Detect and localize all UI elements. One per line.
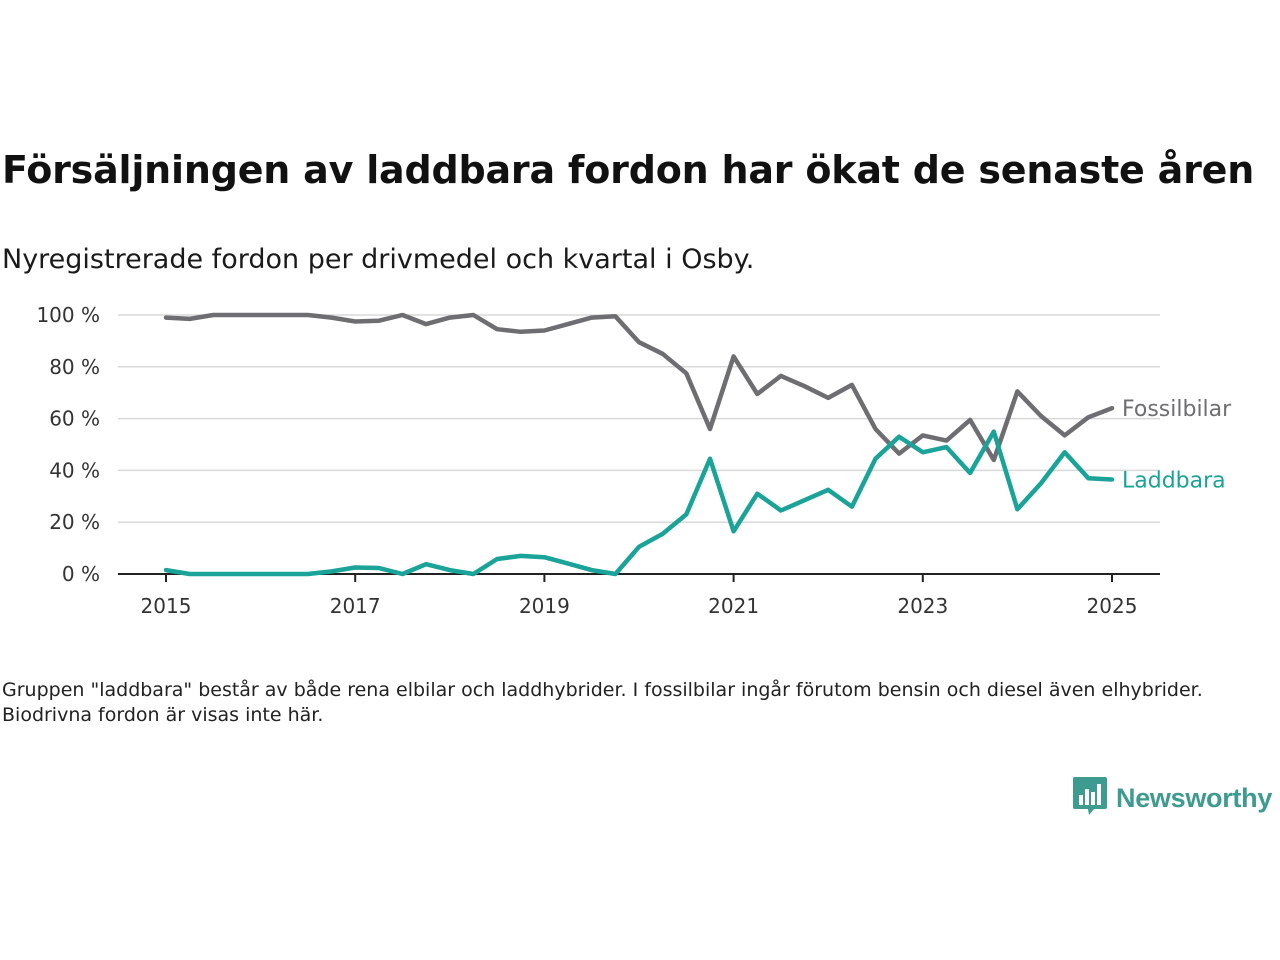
x-tick-label: 2023 bbox=[897, 594, 948, 618]
series-line-fossilbilar bbox=[163, 312, 1115, 463]
x-tick-label: 2015 bbox=[141, 594, 192, 618]
y-tick-label: 40 % bbox=[49, 458, 100, 482]
series-label-fossilbilar: Fossilbilar bbox=[1122, 397, 1232, 422]
line-chart: 0 % 20 % 40 % 60 % 80 % 100 % 2015 2017 2019 202… bbox=[36, 303, 1232, 618]
newsworthy-logo-icon bbox=[1072, 775, 1108, 821]
brand-name: Newsworthy bbox=[1116, 782, 1273, 813]
chart-footnote: Gruppen "laddbara" består av både rena e… bbox=[2, 679, 1203, 726]
x-tick-label: 2017 bbox=[330, 594, 381, 618]
y-tick-label: 20 % bbox=[49, 510, 100, 534]
y-tick-label: 60 % bbox=[49, 407, 100, 431]
x-tick-label: 2025 bbox=[1087, 594, 1138, 618]
series-line-laddbara bbox=[163, 429, 1115, 577]
chart-subtitle: Nyregistrerade fordon per drivmedel och … bbox=[2, 244, 755, 275]
series-lines bbox=[163, 312, 1115, 577]
x-tick-label: 2019 bbox=[519, 594, 570, 618]
x-axis: 2015 2017 2019 2021 2023 2025 bbox=[118, 573, 1160, 618]
y-tick-label: 100 % bbox=[36, 303, 100, 327]
x-tick-label: 2021 bbox=[708, 594, 759, 618]
gridlines bbox=[118, 314, 1160, 523]
series-labels: Fossilbilar Laddbara bbox=[1122, 397, 1232, 493]
chart-title: Försäljningen av laddbara fordon har öka… bbox=[2, 148, 1255, 192]
series-label-laddbara: Laddbara bbox=[1122, 468, 1226, 493]
brand-logo: Newsworthy bbox=[1072, 775, 1272, 821]
y-axis-labels: 0 % 20 % 40 % 60 % 80 % 100 % bbox=[36, 303, 100, 586]
y-tick-label: 80 % bbox=[49, 355, 100, 379]
y-tick-label: 0 % bbox=[62, 562, 100, 586]
